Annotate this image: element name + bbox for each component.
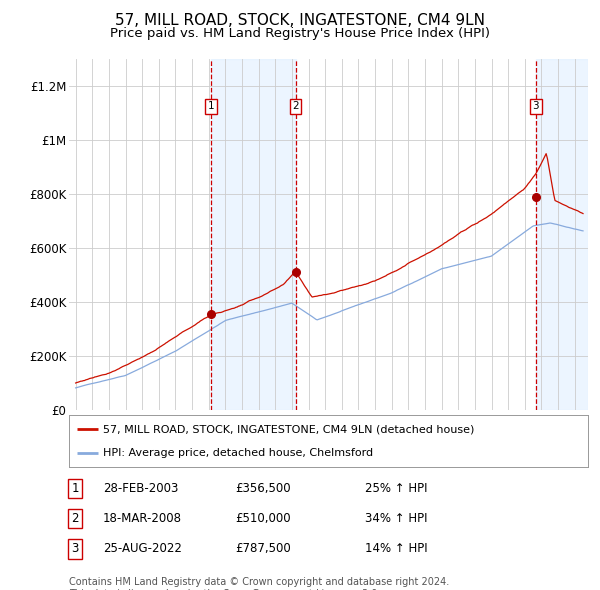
Text: 18-MAR-2008: 18-MAR-2008 [103,512,182,525]
Text: £510,000: £510,000 [235,512,291,525]
Text: 34% ↑ HPI: 34% ↑ HPI [365,512,427,525]
Bar [536,59,588,410]
Text: £787,500: £787,500 [235,542,291,555]
Text: 28-FEB-2003: 28-FEB-2003 [103,482,178,495]
Bar [211,59,296,410]
Text: 3: 3 [532,101,539,112]
Text: 25-AUG-2022: 25-AUG-2022 [103,542,182,555]
Text: £356,500: £356,500 [235,482,291,495]
Text: 14% ↑ HPI: 14% ↑ HPI [365,542,427,555]
Text: 2: 2 [292,101,299,112]
Text: 2: 2 [71,512,79,525]
Text: 1: 1 [71,482,79,495]
Text: Contains HM Land Registry data © Crown copyright and database right 2024.
This d: Contains HM Land Registry data © Crown c… [69,577,449,590]
Text: 3: 3 [71,542,79,555]
Text: HPI: Average price, detached house, Chelmsford: HPI: Average price, detached house, Chel… [103,448,373,458]
Text: 1: 1 [208,101,215,112]
Text: 25% ↑ HPI: 25% ↑ HPI [365,482,427,495]
Text: 57, MILL ROAD, STOCK, INGATESTONE, CM4 9LN (detached house): 57, MILL ROAD, STOCK, INGATESTONE, CM4 9… [103,424,474,434]
Text: 57, MILL ROAD, STOCK, INGATESTONE, CM4 9LN: 57, MILL ROAD, STOCK, INGATESTONE, CM4 9… [115,13,485,28]
Text: Price paid vs. HM Land Registry's House Price Index (HPI): Price paid vs. HM Land Registry's House … [110,27,490,40]
